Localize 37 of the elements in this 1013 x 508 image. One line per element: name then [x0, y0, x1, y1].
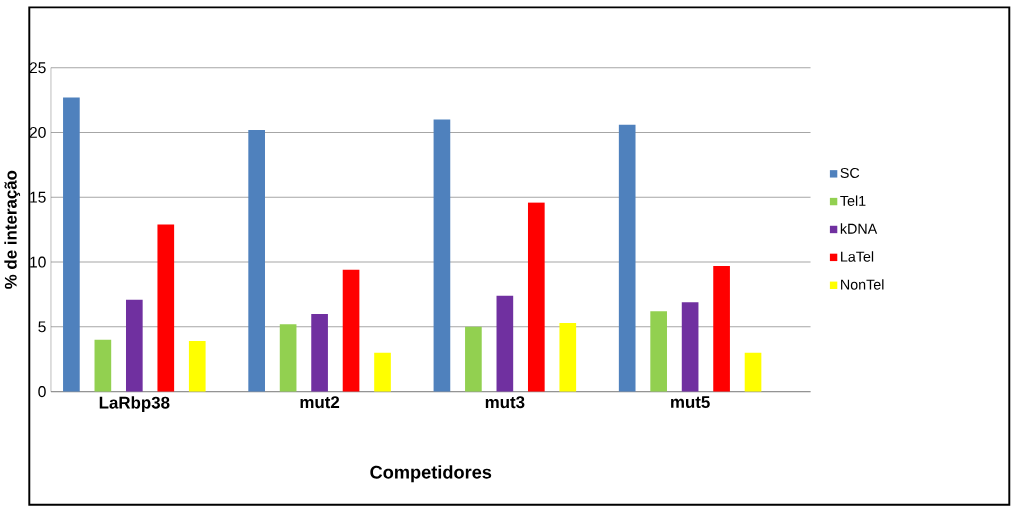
legend-label: LaTel [841, 251, 874, 262]
bar [188, 341, 206, 392]
bar [496, 295, 514, 392]
bar [157, 224, 175, 392]
y-axis-title: % de interação [4, 170, 21, 289]
legend-label: NonTel [841, 279, 884, 290]
bar [374, 352, 391, 392]
legend-label: Tel1 [840, 195, 866, 207]
bar [311, 314, 328, 392]
bar [744, 352, 762, 392]
bar [433, 119, 451, 392]
y-tick-label: 5 [38, 321, 46, 333]
bar [527, 202, 545, 392]
bar [94, 339, 112, 392]
bar [342, 269, 360, 392]
x-tick-label: mut3 [485, 396, 525, 409]
bar [559, 323, 577, 392]
y-tick-label: 20 [29, 127, 46, 139]
bar [650, 311, 667, 392]
y-tick-label: 10 [30, 256, 46, 268]
y-tick-label: 0 [38, 386, 46, 398]
x-tick-label: mut2 [300, 396, 340, 409]
bar [618, 124, 636, 392]
legend-label: SC [840, 168, 860, 179]
bar [279, 324, 297, 392]
bar [681, 302, 699, 392]
y-tick-label: 15 [30, 191, 46, 203]
y-tick-label: 25 [29, 62, 46, 74]
x-tick-label: LaRbp38 [99, 396, 170, 413]
legend-label: kDNA [840, 223, 878, 234]
x-tick-label: mut5 [671, 396, 710, 409]
bar [465, 326, 482, 392]
bar [125, 299, 143, 392]
bar [248, 130, 265, 392]
bar [713, 266, 730, 392]
x-axis-title: Competidores [370, 465, 492, 483]
bar [63, 97, 80, 392]
